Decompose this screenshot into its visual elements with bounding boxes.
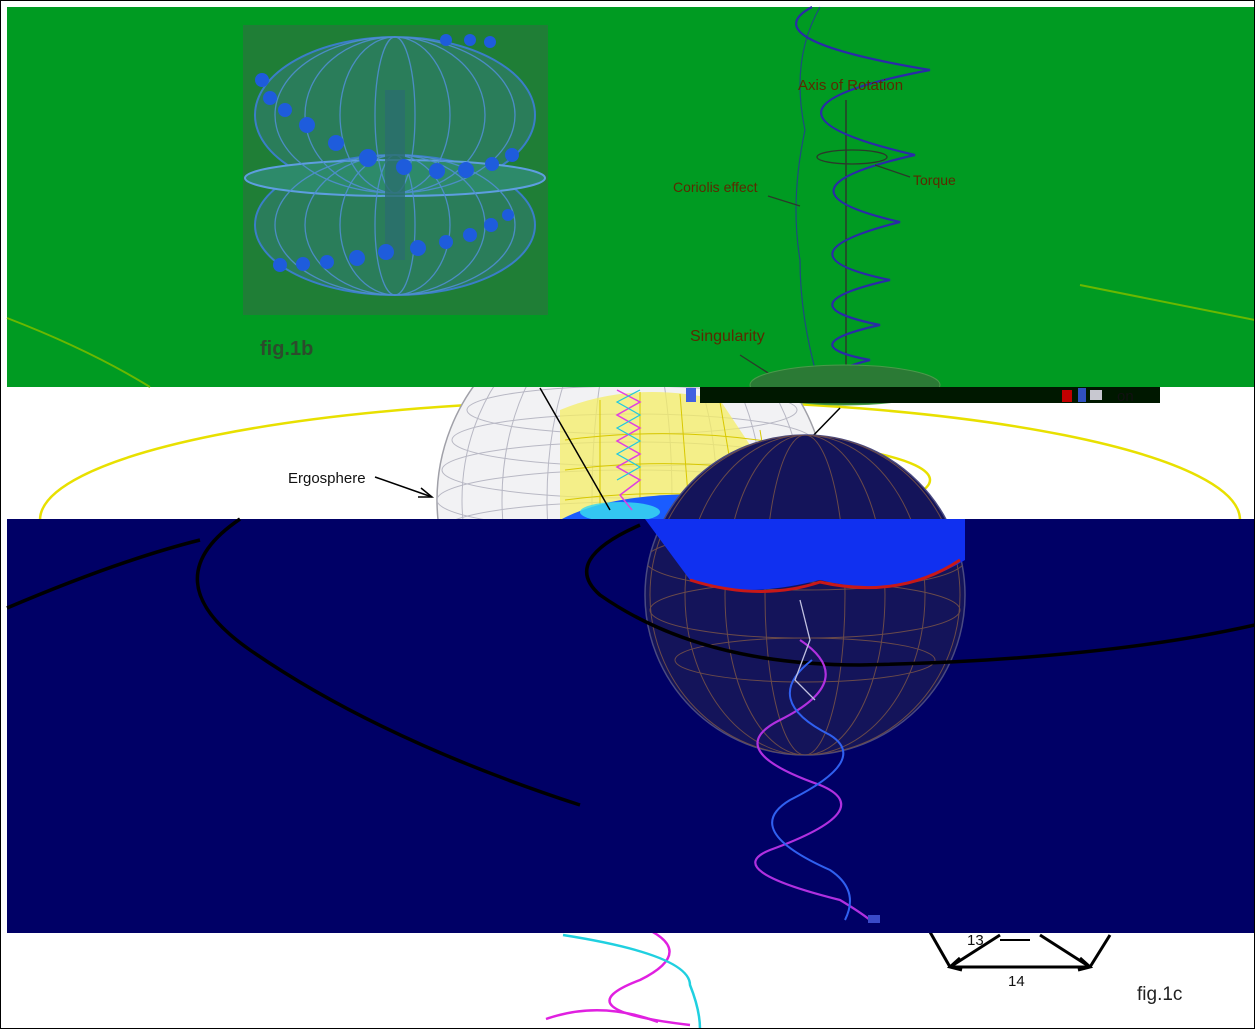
green-panel	[6, 7, 1255, 388]
node-label-14: 14	[1008, 973, 1025, 990]
navy-panel	[6, 434, 1255, 933]
lower-helix	[545, 923, 702, 1029]
ergosphere-label: Ergosphere	[288, 470, 366, 487]
node-label-13: 13	[967, 932, 984, 949]
axis-of-rotation-label: Axis of Rotation	[798, 77, 903, 94]
fig-1c-label: fig.1c	[1137, 984, 1182, 1005]
torque-label: Torque	[913, 172, 956, 188]
network-graph	[928, 931, 1112, 972]
glitch-artifact	[686, 388, 1102, 402]
toroid-inset	[243, 25, 548, 315]
black-bar	[700, 387, 1160, 403]
fig-1b-label: fig.1b	[260, 338, 313, 360]
horizon-fragment-label: on	[1117, 388, 1134, 405]
coriolis-effect-label: Coriolis effect	[673, 179, 758, 195]
singularity-label: Singularity	[690, 328, 765, 345]
